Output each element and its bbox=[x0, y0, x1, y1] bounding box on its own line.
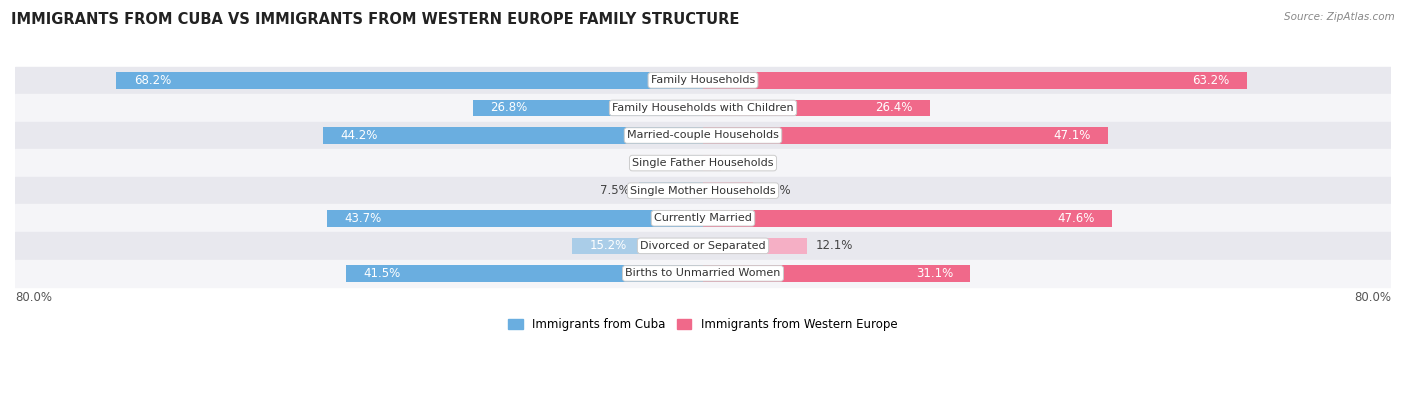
Text: 41.5%: 41.5% bbox=[363, 267, 401, 280]
Text: Source: ZipAtlas.com: Source: ZipAtlas.com bbox=[1284, 12, 1395, 22]
Bar bbox=[703, 127, 1108, 144]
Bar bbox=[638, 182, 703, 199]
Bar bbox=[323, 127, 703, 144]
Bar bbox=[472, 100, 703, 116]
Bar bbox=[15, 66, 1391, 94]
Text: 44.2%: 44.2% bbox=[340, 129, 377, 142]
Text: 80.0%: 80.0% bbox=[15, 292, 52, 304]
Text: 80.0%: 80.0% bbox=[1354, 292, 1391, 304]
Text: 5.8%: 5.8% bbox=[762, 184, 792, 197]
Bar bbox=[15, 232, 1391, 260]
Bar bbox=[15, 94, 1391, 122]
Text: Divorced or Separated: Divorced or Separated bbox=[640, 241, 766, 251]
Bar bbox=[703, 182, 752, 199]
Text: 2.1%: 2.1% bbox=[730, 156, 759, 169]
Bar bbox=[703, 265, 970, 282]
Text: 47.6%: 47.6% bbox=[1057, 212, 1095, 225]
Text: Currently Married: Currently Married bbox=[654, 213, 752, 223]
Bar bbox=[703, 100, 929, 116]
Text: IMMIGRANTS FROM CUBA VS IMMIGRANTS FROM WESTERN EUROPE FAMILY STRUCTURE: IMMIGRANTS FROM CUBA VS IMMIGRANTS FROM … bbox=[11, 12, 740, 27]
Text: 15.2%: 15.2% bbox=[589, 239, 627, 252]
Text: 2.7%: 2.7% bbox=[641, 156, 671, 169]
Text: Married-couple Households: Married-couple Households bbox=[627, 130, 779, 141]
Bar bbox=[15, 149, 1391, 177]
Bar bbox=[15, 260, 1391, 287]
Text: 12.1%: 12.1% bbox=[815, 239, 853, 252]
Bar bbox=[15, 205, 1391, 232]
Bar bbox=[703, 210, 1112, 226]
Bar bbox=[703, 155, 721, 171]
Text: 26.4%: 26.4% bbox=[876, 102, 912, 115]
Bar bbox=[15, 122, 1391, 149]
Bar bbox=[703, 72, 1247, 88]
Bar bbox=[703, 237, 807, 254]
Text: Single Mother Households: Single Mother Households bbox=[630, 186, 776, 196]
Text: Births to Unmarried Women: Births to Unmarried Women bbox=[626, 269, 780, 278]
Text: 43.7%: 43.7% bbox=[344, 212, 381, 225]
Text: 47.1%: 47.1% bbox=[1053, 129, 1091, 142]
Text: Family Households: Family Households bbox=[651, 75, 755, 85]
Text: 7.5%: 7.5% bbox=[600, 184, 630, 197]
Text: Single Father Households: Single Father Households bbox=[633, 158, 773, 168]
Text: Family Households with Children: Family Households with Children bbox=[612, 103, 794, 113]
Bar bbox=[328, 210, 703, 226]
Bar bbox=[15, 177, 1391, 205]
Text: 63.2%: 63.2% bbox=[1192, 74, 1229, 87]
Bar bbox=[572, 237, 703, 254]
Text: 26.8%: 26.8% bbox=[489, 102, 527, 115]
Legend: Immigrants from Cuba, Immigrants from Western Europe: Immigrants from Cuba, Immigrants from We… bbox=[503, 313, 903, 336]
Text: 31.1%: 31.1% bbox=[917, 267, 953, 280]
Bar bbox=[679, 155, 703, 171]
Bar bbox=[117, 72, 703, 88]
Text: 68.2%: 68.2% bbox=[134, 74, 172, 87]
Bar bbox=[346, 265, 703, 282]
